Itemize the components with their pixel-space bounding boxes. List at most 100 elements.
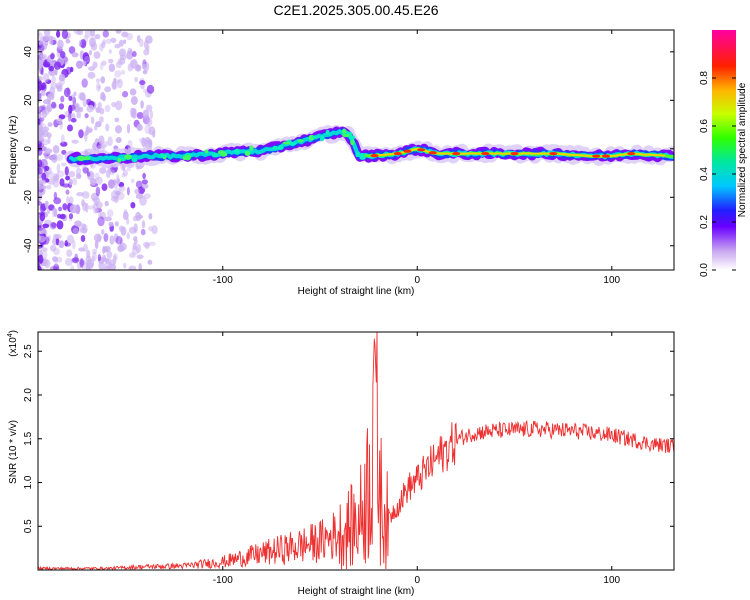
noise-speck bbox=[65, 39, 71, 44]
noise-speck bbox=[42, 61, 51, 68]
noise-speck bbox=[44, 106, 50, 115]
noise-speck bbox=[141, 63, 148, 70]
noise-speck bbox=[103, 265, 111, 270]
noise-speck bbox=[126, 32, 133, 41]
noise-speck bbox=[97, 85, 101, 90]
noise-speck bbox=[76, 30, 84, 36]
noise-speck bbox=[108, 58, 114, 64]
noise-speck bbox=[82, 60, 87, 66]
noise-speck bbox=[59, 178, 65, 187]
noise-speck bbox=[47, 93, 52, 103]
noise-speck bbox=[56, 220, 64, 230]
spec-xtick-label: 0 bbox=[414, 275, 420, 286]
noise-speck bbox=[44, 200, 49, 209]
noise-speck bbox=[129, 252, 136, 258]
noise-speck bbox=[50, 39, 54, 45]
noise-speck bbox=[99, 211, 106, 220]
ridge-blob bbox=[272, 145, 279, 150]
noise-speck bbox=[88, 49, 93, 56]
noise-speck bbox=[120, 69, 126, 75]
noise-speck bbox=[53, 61, 62, 70]
noise-speck bbox=[133, 236, 138, 242]
noise-speck bbox=[101, 60, 107, 66]
noise-speck bbox=[61, 149, 67, 155]
noise-speck bbox=[38, 109, 42, 114]
noise-speck bbox=[94, 34, 101, 40]
noise-speck bbox=[81, 191, 90, 199]
noise-speck bbox=[47, 136, 51, 145]
noise-speck bbox=[126, 123, 131, 134]
noise-speck bbox=[38, 236, 42, 241]
noise-speck bbox=[147, 259, 153, 265]
noise-speck bbox=[104, 104, 111, 113]
noise-speck bbox=[109, 235, 115, 245]
noise-speck bbox=[57, 39, 64, 50]
noise-speck bbox=[56, 256, 63, 263]
noise-speck bbox=[53, 191, 58, 200]
noise-speck bbox=[121, 173, 126, 178]
noise-speck bbox=[65, 258, 73, 266]
noise-speck bbox=[116, 178, 121, 185]
noise-speck bbox=[117, 78, 123, 89]
ridge-blob bbox=[355, 152, 360, 158]
noise-speck bbox=[76, 192, 84, 197]
noise-speck bbox=[92, 142, 97, 152]
noise-speck bbox=[53, 247, 60, 256]
noise-speck bbox=[142, 109, 149, 119]
noise-speck bbox=[38, 118, 41, 127]
spectrogram-ylabel: Frequency (Hz) bbox=[8, 116, 19, 185]
ridge-blob bbox=[288, 142, 297, 146]
snr-ytick-label: 0.5 bbox=[23, 519, 34, 533]
ridge-blob bbox=[124, 154, 132, 160]
colorbar-tick-label: 0.4 bbox=[699, 167, 710, 181]
noise-speck bbox=[118, 181, 125, 188]
noise-speck bbox=[42, 250, 48, 260]
snr-xlabel: Height of straight line (km) bbox=[298, 586, 415, 597]
noise-speck bbox=[72, 257, 80, 263]
spectrogram-content bbox=[38, 30, 674, 270]
snr-scale-exponent: 4 bbox=[7, 333, 14, 337]
ridge-blob bbox=[311, 135, 319, 139]
noise-speck bbox=[41, 146, 48, 152]
noise-speck bbox=[52, 145, 60, 154]
hot-spot bbox=[403, 149, 412, 153]
noise-speck bbox=[76, 61, 82, 69]
noise-speck bbox=[102, 39, 106, 45]
noise-speck bbox=[56, 118, 63, 125]
noise-speck bbox=[101, 183, 108, 191]
hot-spot bbox=[452, 152, 461, 156]
noise-speck bbox=[62, 203, 68, 211]
noise-speck bbox=[135, 180, 143, 189]
spectrogram-frame bbox=[37, 29, 675, 271]
noise-speck bbox=[38, 179, 46, 185]
noise-speck bbox=[73, 30, 82, 35]
noise-speck bbox=[70, 265, 75, 270]
noise-speck bbox=[41, 82, 46, 90]
spec-xtick-label: -100 bbox=[213, 275, 233, 286]
ridge-blob bbox=[217, 150, 226, 155]
spec-ytick-label: -40 bbox=[23, 238, 34, 253]
noise-speck bbox=[38, 254, 44, 264]
noise-speck bbox=[130, 59, 138, 69]
noise-speck bbox=[100, 76, 106, 84]
noise-speck bbox=[51, 154, 58, 163]
ridge-blob bbox=[360, 152, 365, 158]
noise-speck bbox=[51, 222, 57, 228]
noise-speck bbox=[38, 92, 42, 100]
noise-speck bbox=[126, 232, 130, 240]
noise-speck bbox=[87, 170, 95, 181]
noise-speck bbox=[69, 178, 73, 186]
noise-speck bbox=[64, 242, 71, 247]
noise-speck bbox=[141, 179, 148, 185]
noise-speck bbox=[58, 73, 66, 82]
noise-speck bbox=[102, 30, 110, 38]
noise-speck bbox=[44, 165, 50, 172]
snr-axes: -100 0 100 0.5 1.0 1.5 2.0 2.5 bbox=[23, 332, 674, 586]
noise-speck bbox=[128, 265, 137, 270]
noise-speck bbox=[131, 51, 137, 57]
ridge-blob bbox=[234, 148, 241, 155]
noise-speck bbox=[104, 86, 111, 93]
hot-spot bbox=[549, 152, 558, 156]
ridge-blob bbox=[249, 145, 254, 151]
